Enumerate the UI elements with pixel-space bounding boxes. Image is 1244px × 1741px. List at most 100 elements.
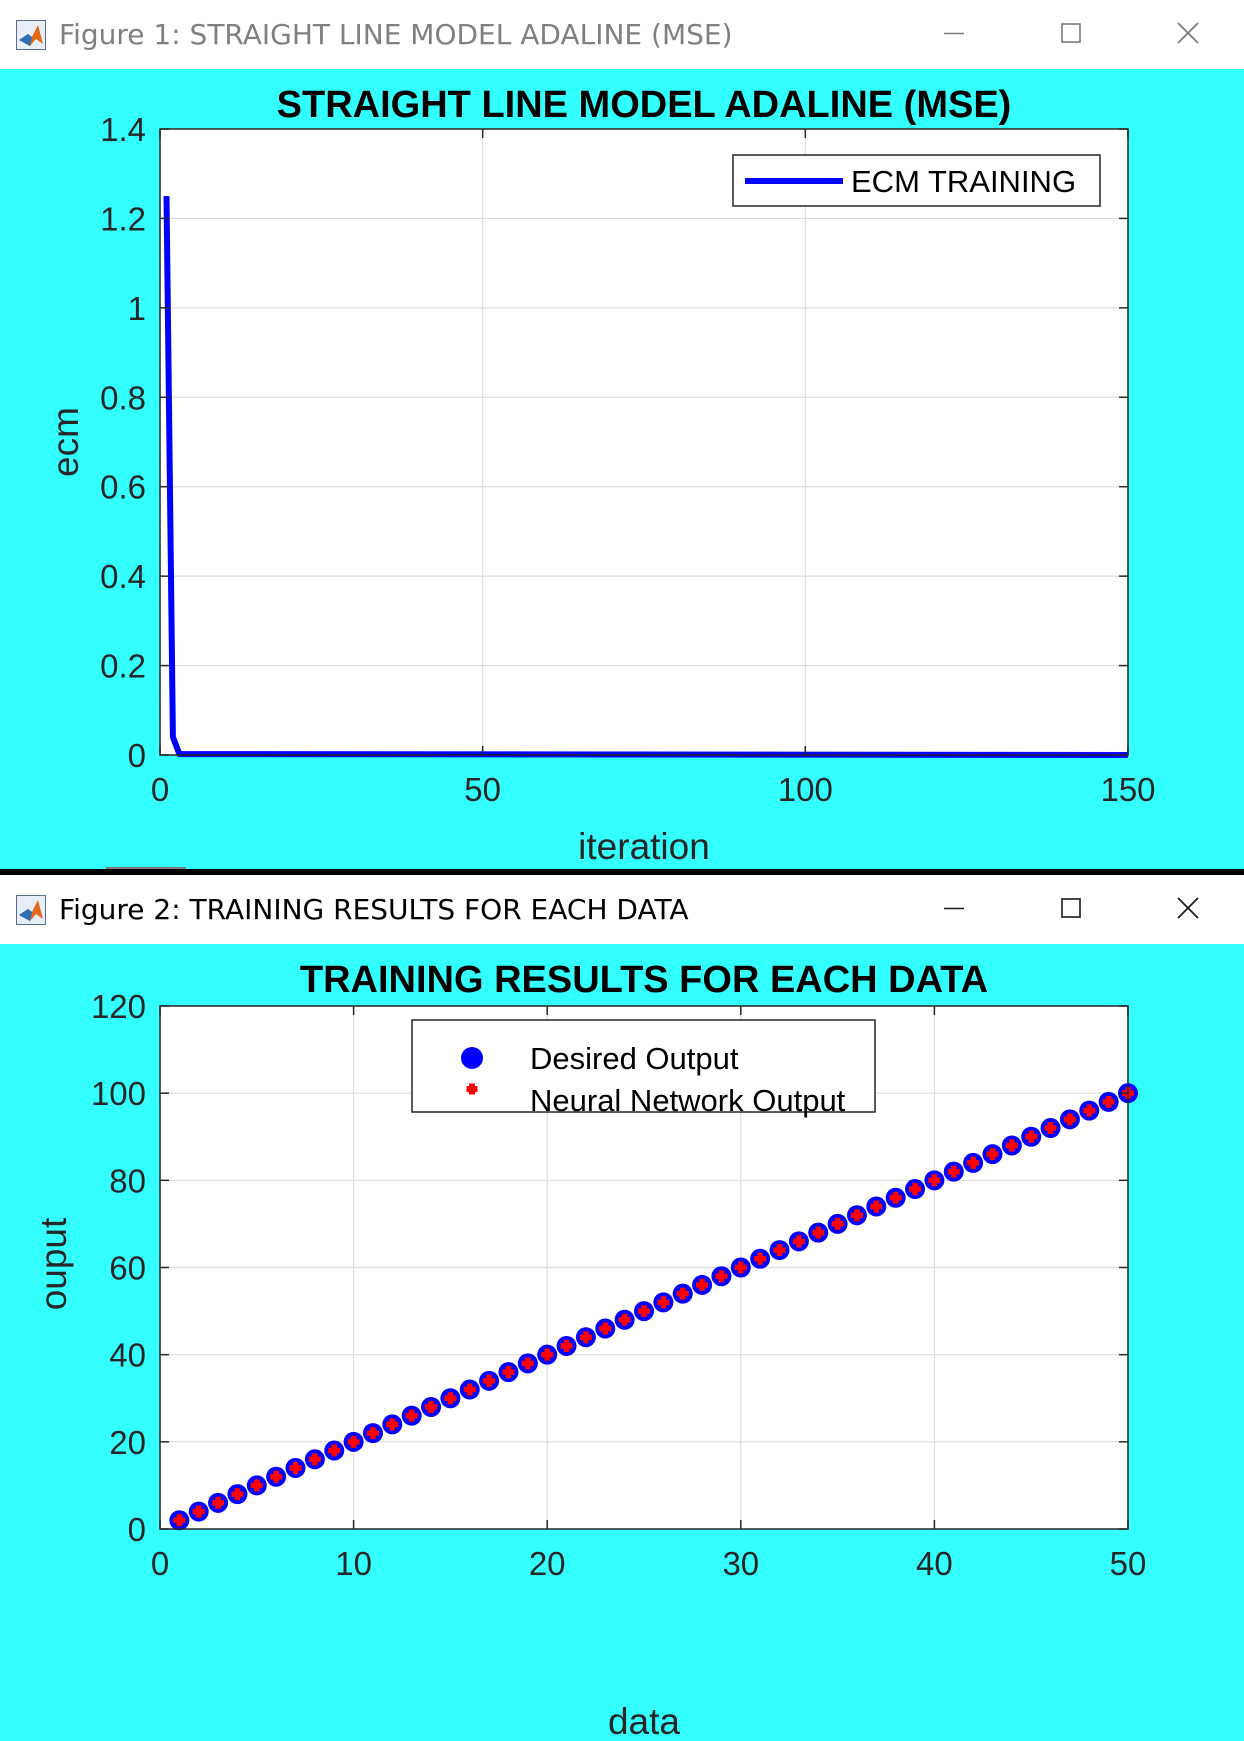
close-icon	[1177, 22, 1199, 44]
y-tick-label: 100	[91, 1075, 146, 1112]
network-output-point	[308, 1453, 321, 1466]
maximize-button[interactable]	[1049, 889, 1093, 929]
chart-title: STRAIGHT LINE MODEL ADALINE (MSE)	[277, 84, 1012, 126]
maximize-icon	[1061, 23, 1081, 43]
window-title: Figure 1: STRAIGHT LINE MODEL ADALINE (M…	[59, 18, 733, 51]
legend-label-ecm: ECM TRAINING	[851, 164, 1076, 199]
axes-box	[159, 128, 1129, 756]
figure-1-canvas: 0 50 100 150 0 0.2 0.4 0.6 0.8 1 1.2 1.4 STRAIGHT L…	[0, 69, 1244, 869]
y-axis-label: ouput	[33, 1217, 74, 1310]
x-tick-label: 40	[916, 1545, 953, 1582]
network-output-point	[212, 1496, 225, 1509]
series-layer	[169, 1083, 1138, 1531]
y-tick-label: 0	[128, 1511, 146, 1548]
y-tick-label: 20	[109, 1424, 146, 1461]
x-tick-label: 0	[151, 1545, 169, 1582]
figure-2-titlebar[interactable]: Figure 2: TRAINING RESULTS FOR EACH DATA	[0, 875, 1244, 944]
legend-marker-desired	[461, 1047, 483, 1069]
network-output-point	[773, 1244, 786, 1257]
x-tick-label: 100	[778, 771, 833, 808]
network-output-point	[328, 1444, 341, 1457]
minimize-button[interactable]	[932, 14, 976, 54]
minimize-button[interactable]	[932, 889, 976, 929]
tick-marks	[159, 128, 1129, 756]
network-output-point	[192, 1505, 205, 1518]
y-tick-label: 120	[91, 988, 146, 1025]
legend[interactable]: Desired Output Neural Network Output	[411, 1019, 876, 1118]
network-output-point	[231, 1488, 244, 1501]
grid-lines	[159, 128, 1129, 756]
x-tick-label: 30	[722, 1545, 759, 1582]
network-output-point	[1005, 1139, 1018, 1152]
network-output-point	[1102, 1095, 1115, 1108]
network-output-point	[638, 1305, 650, 1318]
network-output-point	[1063, 1113, 1076, 1126]
figure-1-window: Figure 1: STRAIGHT LINE MODEL ADALINE (M…	[0, 0, 1244, 869]
network-output-point	[812, 1226, 825, 1239]
y-tick-label: 0.6	[100, 469, 146, 506]
network-output-point	[870, 1200, 883, 1213]
y-tick-label: 80	[109, 1162, 146, 1199]
network-output-point	[696, 1278, 709, 1291]
tick-labels: 0 50 100 150 0 0.2 0.4 0.6 0.8 1 1.2 1.4	[100, 111, 1155, 808]
x-tick-label: 150	[1100, 771, 1155, 808]
x-tick-label: 20	[529, 1545, 566, 1582]
mse-line-chart: 0 50 100 150 0 0.2 0.4 0.6 0.8 1 1.2 1.4 STRAIGHT L…	[45, 84, 1156, 867]
network-output-point	[289, 1461, 302, 1474]
x-axis-label: iteration	[578, 826, 710, 867]
legend-label-network: Neural Network Output	[530, 1083, 846, 1118]
network-output-point	[250, 1479, 263, 1492]
network-output-point	[463, 1383, 476, 1396]
close-button[interactable]	[1166, 14, 1210, 54]
network-output-point	[599, 1322, 612, 1335]
y-tick-label: 0.8	[100, 379, 146, 416]
x-axis-label: data	[608, 1701, 680, 1741]
x-tick-label: 50	[464, 771, 501, 808]
network-output-point	[386, 1418, 399, 1431]
network-output-point	[425, 1400, 438, 1413]
network-output-point	[541, 1348, 554, 1361]
tick-labels: 0 10 20 30 40 50 0 20 40 60 80 100 120	[91, 988, 1146, 1582]
x-tick-label: 50	[1110, 1545, 1147, 1582]
legend-marker-network	[466, 1083, 478, 1095]
network-output-point	[173, 1514, 186, 1527]
network-output-point	[560, 1339, 573, 1352]
plot-area	[160, 129, 1128, 755]
network-output-point	[850, 1209, 863, 1222]
network-output-point	[909, 1183, 922, 1196]
training-results-scatter: 0 10 20 30 40 50 0 20 40 60 80 100 120 TRAINING RESU…	[33, 959, 1146, 1741]
figure-1-titlebar[interactable]: Figure 1: STRAIGHT LINE MODEL ADALINE (M…	[0, 0, 1244, 69]
legend[interactable]: ECM TRAINING	[732, 154, 1101, 207]
network-output-point	[502, 1366, 515, 1379]
legend-box	[411, 1019, 876, 1113]
y-tick-label: 0.2	[100, 648, 146, 685]
network-output-point	[483, 1374, 496, 1387]
close-button[interactable]	[1166, 889, 1210, 929]
network-output-point	[928, 1174, 941, 1187]
y-axis-label: ecm	[45, 407, 86, 477]
chart-title: TRAINING RESULTS FOR EACH DATA	[300, 959, 988, 1001]
network-output-point	[967, 1156, 980, 1169]
figure-2-window: Figure 2: TRAINING RESULTS FOR EACH DATA…	[0, 875, 1244, 1741]
y-tick-label: 1	[128, 290, 146, 327]
network-output-point	[986, 1148, 999, 1161]
tick-marks	[159, 1005, 1129, 1530]
figure-2-canvas: 0 10 20 30 40 50 0 20 40 60 80 100 120 TRAINING RESU…	[0, 944, 1244, 1741]
x-tick-label: 10	[335, 1545, 372, 1582]
network-output-point	[1044, 1122, 1057, 1135]
network-output-point	[521, 1357, 534, 1370]
minimize-icon	[944, 32, 964, 35]
y-tick-label: 1.4	[100, 111, 146, 148]
network-output-point	[347, 1435, 360, 1448]
matlab-icon	[16, 20, 46, 50]
resize-handle[interactable]	[106, 867, 186, 869]
y-tick-label: 60	[109, 1250, 146, 1287]
maximize-button[interactable]	[1049, 14, 1093, 54]
network-output-point	[444, 1392, 457, 1405]
network-output-point	[754, 1252, 767, 1265]
network-output-point	[366, 1427, 379, 1440]
network-output-point	[270, 1470, 283, 1483]
y-tick-label: 40	[109, 1337, 146, 1374]
matlab-icon	[16, 895, 46, 925]
network-output-point	[618, 1313, 631, 1326]
